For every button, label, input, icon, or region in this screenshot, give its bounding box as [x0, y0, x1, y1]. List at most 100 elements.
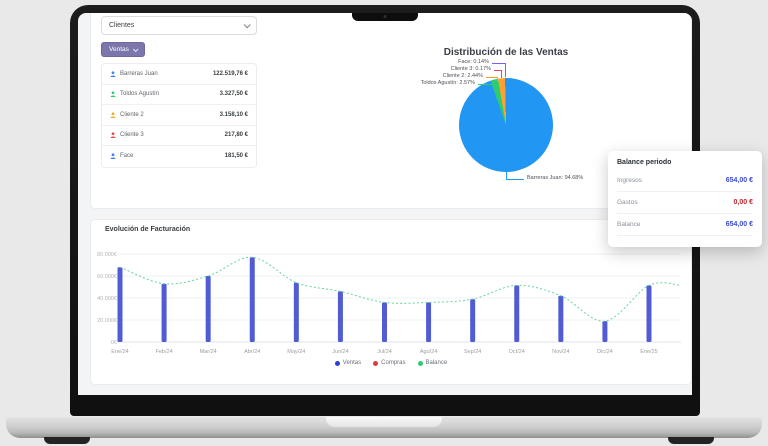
client-amount: 217,80 € — [224, 132, 248, 139]
pie-chart — [459, 78, 553, 172]
pie-callout-line — [494, 70, 502, 71]
client-amount: 181,50 € — [224, 153, 248, 160]
client-amount: 3.158,10 € — [219, 111, 248, 118]
pie-callout-line — [501, 70, 502, 78]
client-name: Toldos Agustín — [110, 91, 160, 98]
client-name: Barreras Juan — [110, 71, 158, 77]
x-axis-tick: May/24 — [287, 349, 305, 355]
client-list-item[interactable]: Toldos Agustín 3.327,50 € — [102, 85, 256, 105]
pie-callout-cliente3: Cliente 3: 0.17% — [450, 66, 491, 72]
laptop-base — [6, 417, 762, 438]
pie-callout-line — [486, 77, 498, 78]
bar-ventas — [514, 285, 520, 342]
legend-label: Ventas — [342, 360, 362, 366]
pie-callout-line — [497, 77, 498, 81]
bar-ventas — [117, 267, 123, 342]
ventas-button-label: Ventas — [109, 46, 129, 53]
pie-callout-toldos: Toldos Agustín: 2.57% — [420, 80, 475, 86]
revenue-evolution-card: Evolución de Facturación 0€ 20.000€ 40.000… — [90, 219, 692, 385]
bar-ventas — [646, 285, 652, 342]
y-axis-tick: 60.000€ — [97, 274, 117, 280]
x-axis-tick: Nov/24 — [552, 349, 569, 355]
laptop-frame: Clientes Ventas Barreras Juan 122.519,76 … — [70, 5, 700, 416]
user-icon — [110, 91, 116, 98]
x-axis-tick: Feb/24 — [156, 349, 173, 355]
ventas-dropdown-button[interactable]: Ventas — [101, 42, 145, 57]
balance-row-value: 654,00 € — [725, 177, 753, 184]
pie-callout-cliente2: Cliente 2: 2.44% — [442, 73, 483, 79]
legend-item-balance[interactable]: Balance — [417, 360, 447, 366]
client-name-label: Toldos Agustín — [120, 91, 160, 98]
legend-item-ventas[interactable]: Ventas — [334, 360, 362, 366]
client-list-item[interactable]: Cliente 2 3.158,10 € — [102, 105, 256, 126]
client-amount: 122.519,76 € — [212, 70, 248, 77]
balance-row: Ingresos 654,00 € — [617, 170, 753, 192]
pie-callout-line — [492, 63, 506, 64]
client-amount: 3.327,50 € — [219, 91, 248, 98]
bar-ventas — [161, 283, 167, 342]
y-axis-tick: 80.000€ — [97, 252, 117, 258]
bar-ventas — [426, 302, 432, 342]
legend-dot — [417, 360, 423, 366]
laptop-foot — [668, 437, 714, 444]
balance-row: Balance 654,00 € — [617, 214, 753, 236]
bar-ventas — [205, 276, 211, 342]
pie-callout-line — [505, 63, 506, 77]
client-list-item[interactable]: Barreras Juan 122.519,76 € — [102, 64, 256, 85]
x-axis-tick: Ene/25 — [640, 349, 657, 355]
client-name-label: Cliente 2 — [120, 111, 144, 118]
client-name: Cliente 3 — [110, 132, 144, 139]
client-name-label: Cliente 3 — [120, 132, 144, 139]
user-icon — [110, 71, 116, 77]
x-axis-tick: Ene/24 — [111, 349, 128, 355]
laptop-base-notch — [326, 417, 442, 427]
bar-line-chart: 0€ 20.000€ 40.000€ 60.000€ 80.000€ Ene/24 Feb/… — [97, 252, 682, 355]
pie-callout-line — [506, 172, 507, 180]
x-axis-tick: Sep/24 — [464, 349, 481, 355]
legend-item-compras[interactable]: Compras — [373, 360, 406, 366]
balance-row-label: Balance — [617, 221, 641, 228]
camera-dot — [383, 15, 387, 18]
client-name-label: Barreras Juan — [120, 70, 158, 77]
x-axis-tick: Oct/24 — [509, 349, 525, 355]
camera-notch — [352, 13, 418, 21]
sales-overview-card: Clientes Ventas Barreras Juan 122.519,76 … — [90, 13, 692, 209]
client-list-item[interactable]: Cliente 3 217,80 € — [102, 126, 256, 146]
client-name-label: Face — [120, 153, 134, 160]
bar-ventas — [382, 302, 387, 342]
balance-period-card: Balance periodo Ingresos 654,00 € Gastos 0,… — [608, 151, 762, 247]
x-axis-tick: Jul/24 — [377, 349, 392, 355]
laptop-screen: Clientes Ventas Barreras Juan 122.519,76 … — [78, 13, 692, 395]
user-icon — [110, 132, 116, 139]
pie-chart-title: Distribución de las Ventas — [443, 47, 569, 58]
client-list: Barreras Juan 122.519,76 € Toldos Agustín 3… — [101, 63, 257, 168]
y-axis-tick: 40.000€ — [97, 296, 117, 302]
chart-legend: Ventas Compras Balance — [91, 360, 691, 366]
pie-callout-barreras: Barreras Juan: 94.68% — [527, 175, 584, 181]
x-axis-tick: Mar/24 — [200, 349, 217, 355]
chevron-down-icon — [243, 21, 251, 29]
balance-row-value: 654,00 € — [725, 221, 753, 228]
bar-ventas — [293, 282, 299, 342]
y-axis-tick: 0€ — [111, 340, 117, 346]
client-select[interactable]: Clientes — [101, 16, 257, 35]
x-axis-tick: Dic/24 — [597, 349, 613, 355]
client-select-value: Clientes — [109, 22, 135, 29]
legend-dot — [334, 360, 340, 366]
balance-card-title: Balance periodo — [617, 159, 672, 166]
y-axis-tick: 20.000€ — [97, 318, 117, 324]
balance-rows: Ingresos 654,00 € Gastos 0,00 € Balance 654,0… — [617, 170, 753, 236]
bar-ventas — [470, 299, 476, 342]
balance-row-label: Gastos — [617, 199, 638, 206]
pie-callout-line — [478, 84, 492, 85]
client-list-item[interactable]: Face 181,50 € — [102, 146, 256, 167]
revenue-chart-title: Evolución de Facturación — [105, 226, 191, 233]
balance-row-value: 0,00 € — [733, 199, 753, 206]
pie-callout-face: Face: 0.14% — [458, 59, 489, 65]
client-name: Face — [110, 153, 134, 160]
balance-row-label: Ingresos — [617, 177, 642, 184]
legend-label: Compras — [381, 360, 406, 366]
bar-ventas — [337, 291, 343, 342]
line-balance — [119, 256, 682, 322]
